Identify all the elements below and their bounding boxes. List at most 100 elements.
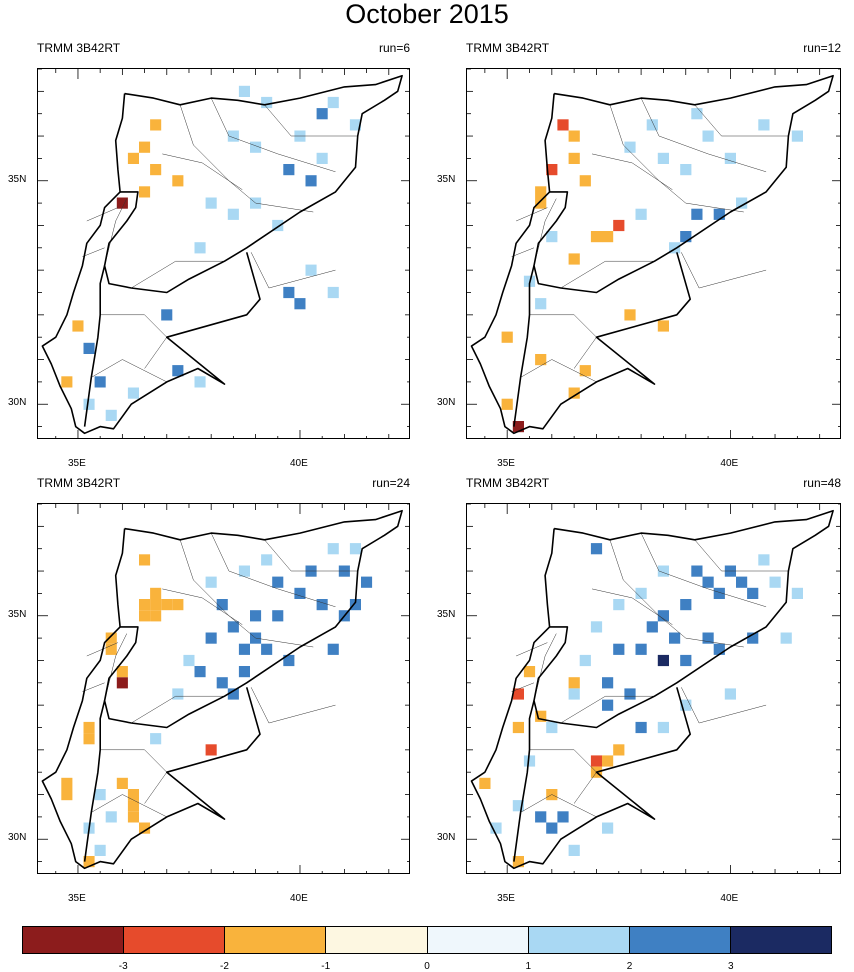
grid-cell [546,231,558,243]
grid-cell [349,543,361,555]
grid-cell [205,744,217,756]
admin-border [100,749,168,804]
grid-cell [272,576,284,588]
grid-cell [305,264,317,276]
grid-cell [535,354,547,366]
grid-cell [283,654,295,667]
y-tick-label: 35N [437,173,456,185]
y-tick-label: 30N [8,832,27,844]
country-outline [513,700,535,862]
grid-cell [624,688,636,700]
grid-cell [316,108,328,120]
panel-run-label: run=6 [378,41,410,55]
grid-cell [127,811,139,823]
grid-cell [227,130,239,142]
admin-border [82,682,105,692]
admin-border [529,749,597,804]
grid-cell [702,632,714,644]
map-plot [38,504,409,873]
grid-cell [568,844,580,856]
x-tick-label: 35E [497,893,515,904]
admin-border [520,359,597,383]
colorbar-box [225,927,327,953]
grid-cell [724,152,736,164]
grid-cell [61,789,73,801]
grid-cell [602,677,614,689]
country-outline [41,191,261,435]
grid-cell [568,688,580,700]
grid-cell [127,789,139,801]
grid-cell [139,610,151,622]
map-panel [466,503,841,874]
grid-cell [546,822,558,834]
grid-cell [127,800,139,812]
grid-cell [635,721,647,734]
grid-cell [579,175,591,187]
grid-cell [150,119,162,131]
grid-cell [316,599,328,611]
admin-border [264,104,358,137]
grid-cell [150,587,162,599]
grid-cell [747,587,759,599]
grid-cell [94,789,106,801]
admin-border [520,794,597,818]
grid-cell [116,677,128,689]
grid-cell [83,721,95,734]
grid-cell [139,141,151,153]
grid-cell [590,755,603,767]
grid-cell [535,298,547,310]
grid-cell [512,721,524,734]
y-tick-label: 30N [437,397,456,409]
grid-cell [758,554,770,566]
grid-cell [535,186,547,198]
country-outline [83,265,106,427]
grid-cell [568,130,580,142]
panel-left-label: TRMM 3B42RT [37,41,121,55]
grid-cell [161,599,173,611]
grid-cell [172,175,184,187]
map-plot [467,69,840,438]
grid-cell [535,710,547,722]
grid-cell [546,721,558,734]
grid-cell [646,119,658,131]
grid-cell [150,733,162,745]
grid-cell [150,599,162,611]
grid-cell [61,777,73,789]
grid-cell [624,141,636,153]
admin-border [529,314,597,369]
x-tick-label: 35E [67,893,86,904]
grid-cell [272,219,284,232]
grid-cell [780,632,792,644]
grid-cell [205,197,217,209]
grid-cell [557,119,569,131]
grid-cell [568,253,580,265]
grid-cell [691,108,703,120]
admin-border [210,532,336,608]
country-outline [83,700,106,862]
grid-cell [724,688,736,700]
grid-cell [602,231,614,243]
grid-cell [116,666,128,678]
map-panel [37,503,410,874]
grid-cell [535,197,547,209]
colorbar-label: 1 [525,961,532,972]
grid-cell [83,733,95,745]
grid-cell [590,231,603,243]
admin-border [609,104,744,213]
grid-cell [758,119,770,131]
admin-border [640,532,767,608]
admin-border [91,794,167,818]
grid-cell [501,331,513,343]
grid-cell [546,164,558,176]
panel-left-label: TRMM 3B42RT [37,476,121,490]
grid-cell [105,409,117,421]
admin-border [210,97,336,173]
grid-cell [635,643,647,655]
grid-cell [261,554,273,566]
grid-cell [512,856,524,868]
admin-border [131,260,225,289]
grid-cell [680,654,692,667]
grid-cell [272,610,284,622]
grid-cell [238,565,250,577]
grid-cell [194,666,206,678]
